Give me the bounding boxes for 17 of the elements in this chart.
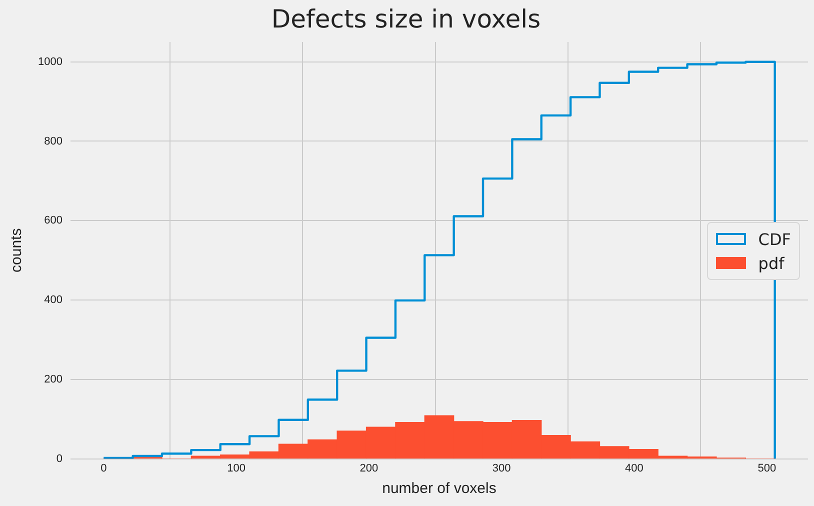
y-tick-label: 800: [44, 135, 62, 148]
y-tick-label: 200: [44, 373, 62, 386]
x-axis-title: number of voxels: [382, 480, 496, 498]
x-tick-label: 300: [492, 462, 511, 474]
x-tick-label: 0: [100, 462, 107, 474]
legend-label: pdf: [758, 254, 784, 272]
x-tick-label: 500: [758, 462, 776, 474]
x-tick-label: 100: [227, 462, 246, 474]
y-tick-label: 1000: [38, 56, 62, 68]
y-axis-title: counts: [8, 228, 26, 272]
chart-title: Defects size in voxels: [271, 4, 541, 34]
legend-label: CDF: [758, 230, 791, 248]
y-tick-label: 0: [56, 452, 62, 465]
y-tick-label: 600: [44, 214, 62, 227]
x-tick-label: 400: [625, 462, 644, 474]
x-tick-label: 200: [360, 462, 378, 474]
y-tick-label: 400: [44, 294, 62, 306]
